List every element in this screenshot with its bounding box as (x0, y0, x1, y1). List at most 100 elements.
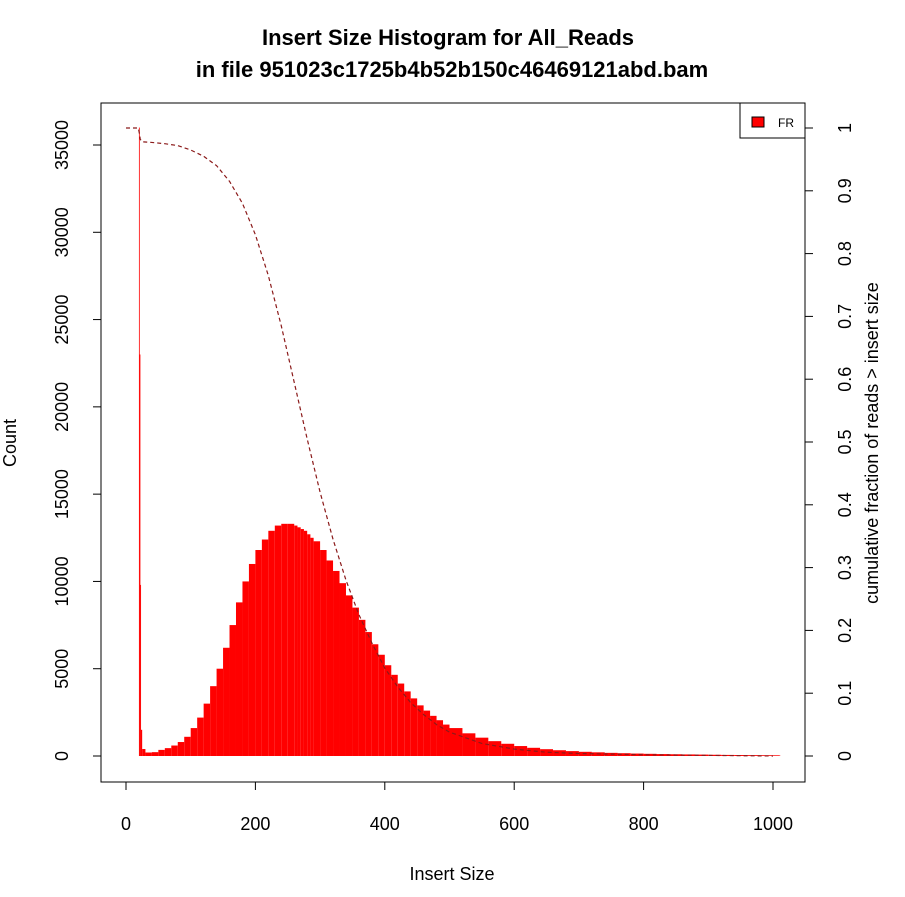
y2-tick-label: 0.7 (835, 304, 855, 329)
histogram-bar (310, 537, 314, 756)
histogram-bar (140, 584, 142, 756)
histogram-bar (397, 683, 405, 756)
histogram-bar (721, 754, 735, 756)
histogram-bar (281, 523, 288, 756)
histogram-bar (297, 527, 301, 756)
histogram-bar (391, 674, 398, 756)
histogram-bar (229, 625, 236, 756)
histogram-bar (404, 691, 411, 756)
histogram-bar (261, 539, 269, 756)
y-axis-right: 0 0.1 0.2 0.3 0.4 0.5 0.6 0.7 0.8 0.9 1 (804, 123, 855, 761)
histogram-bar (527, 747, 541, 756)
y2-axis-label: cumulative fraction of reads > insert si… (862, 282, 882, 604)
x-tick-label: 600 (499, 814, 529, 834)
y-axis-left: 0 5000 10000 15000 20000 25000 30000 35000 (52, 120, 102, 761)
histogram-bar (734, 755, 748, 756)
histogram-bar (384, 665, 392, 756)
histogram-bar (430, 715, 437, 756)
chart-subtitle: in file 951023c1725b4b52b150c46469121abd… (196, 57, 708, 82)
y-tick-label: 35000 (52, 120, 72, 170)
y2-tick-label: 0.2 (835, 618, 855, 643)
histogram-bar (307, 534, 311, 756)
y-axis-label: Count (0, 419, 20, 467)
x-tick-label: 800 (629, 814, 659, 834)
histogram-bar (540, 749, 554, 756)
y2-tick-label: 0 (835, 751, 855, 761)
histogram-bar (488, 741, 502, 756)
histogram-bar (158, 749, 165, 756)
histogram-bar (216, 668, 224, 756)
histogram-bar (708, 754, 722, 756)
histogram-bar (333, 570, 340, 756)
plot-frame (100, 102, 806, 783)
histogram-bar (151, 752, 159, 756)
legend: FR (739, 102, 806, 139)
histogram-bar (773, 755, 780, 756)
histogram-bar (138, 127, 140, 757)
histogram-bar (140, 729, 143, 756)
histogram-bar (145, 752, 152, 756)
y2-tick-label: 0.4 (835, 492, 855, 517)
histogram-bar (171, 745, 178, 756)
histogram-bar (449, 728, 463, 756)
histogram-bar (501, 743, 515, 756)
histogram-bar (268, 530, 275, 756)
histogram-bar (410, 698, 418, 756)
histogram-bar (223, 647, 230, 756)
cumulative-fraction-line (126, 127, 774, 757)
histogram-bar (242, 581, 249, 756)
histogram-bar (313, 541, 321, 756)
histogram-bar (255, 550, 262, 756)
x-tick-label: 0 (121, 814, 131, 834)
histogram-bar (190, 728, 198, 756)
histogram-bar (358, 619, 366, 756)
histogram-bar (514, 746, 528, 756)
y2-tick-label: 0.8 (835, 241, 855, 266)
histogram-bar (287, 523, 295, 756)
histogram-bar (378, 654, 385, 756)
histogram-bar (779, 755, 781, 756)
histogram-bar (197, 717, 204, 756)
histogram-bar (365, 632, 372, 756)
histogram-bar (203, 703, 211, 756)
y-tick-label: 0 (52, 751, 72, 761)
histogram-bar (177, 742, 185, 756)
histogram-bar (475, 737, 489, 756)
y2-tick-label: 0.1 (835, 681, 855, 706)
y-tick-label: 15000 (52, 469, 72, 519)
y-tick-label: 30000 (52, 207, 72, 257)
x-tick-label: 1000 (753, 814, 793, 834)
x-tick-label: 200 (240, 814, 270, 834)
legend-box (739, 102, 806, 139)
chart-title: Insert Size Histogram for All_Reads (262, 25, 634, 50)
histogram-bar (303, 530, 308, 756)
histogram-bar (210, 686, 217, 756)
x-axis: 0 200 400 600 800 1000 (121, 781, 793, 834)
histogram-bar (235, 602, 243, 756)
y2-tick-label: 0.9 (835, 178, 855, 203)
y2-tick-label: 0.3 (835, 555, 855, 580)
histogram-bar (462, 733, 476, 756)
x-tick-label: 400 (370, 814, 400, 834)
histogram-bar (248, 563, 256, 756)
histogram-bar (630, 753, 644, 756)
histogram-bar (352, 607, 359, 756)
histogram-bar (417, 705, 424, 756)
y-tick-label: 20000 (52, 382, 72, 432)
legend-label-fr: FR (778, 116, 794, 130)
y2-tick-label: 0.5 (835, 429, 855, 454)
histogram-bars (138, 127, 781, 757)
histogram-bar (643, 753, 657, 756)
histogram-bar (371, 644, 379, 756)
histogram-bar (443, 724, 450, 756)
histogram-bar (184, 736, 191, 756)
histogram-bar (436, 720, 444, 756)
histogram-bar (553, 750, 566, 756)
y2-tick-label: 0.6 (835, 367, 855, 392)
legend-swatch-fr (751, 116, 765, 128)
histogram-bar (345, 595, 353, 756)
histogram-bar (423, 710, 431, 756)
y2-tick-label: 1 (835, 123, 855, 133)
y-tick-label: 5000 (52, 649, 72, 689)
